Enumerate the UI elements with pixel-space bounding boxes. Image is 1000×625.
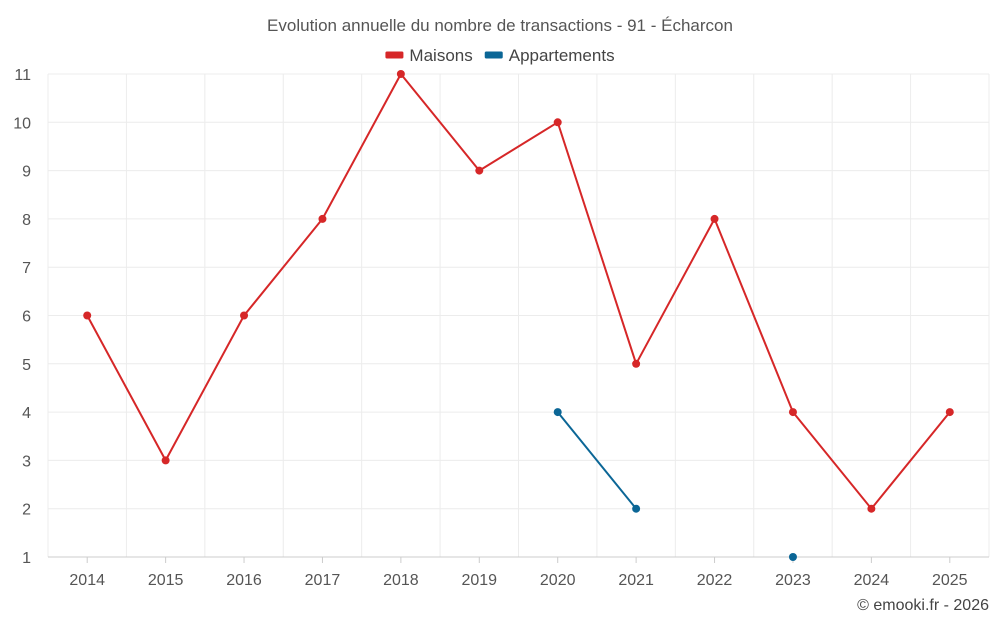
- data-point-maisons: [945, 408, 954, 417]
- copyright-text: © emooki.fr - 2026: [857, 597, 989, 614]
- y-tick-label: 7: [22, 260, 31, 277]
- y-tick-label: 1: [22, 550, 31, 567]
- series-line-appartements: [556, 411, 637, 510]
- x-tick-label: 2024: [854, 572, 890, 589]
- y-tick-label: 4: [22, 405, 31, 422]
- x-tick-label: 2019: [461, 572, 497, 589]
- legend-label-appartements: Appartements: [509, 46, 615, 65]
- y-tick-label: 6: [22, 309, 31, 326]
- data-point-appartements: [788, 553, 797, 561]
- x-tick-label: 2025: [932, 572, 968, 589]
- y-tick-label: 8: [22, 212, 31, 229]
- x-tick-label: 2023: [775, 572, 811, 589]
- legend: Maisons Appartements: [385, 46, 615, 65]
- x-tick-label: 2017: [305, 572, 341, 589]
- data-point-appartements: [632, 504, 641, 513]
- x-tick-label: 2022: [697, 572, 733, 589]
- y-tick-label: 5: [22, 357, 31, 374]
- data-point-maisons: [788, 408, 797, 417]
- axes: 1 2 3 4 5 6 7 8 9 10 11 2014 2015 2016 2017 2018 2019 202…: [13, 67, 989, 589]
- legend-swatch-appartements: [484, 51, 503, 59]
- series-group: [83, 70, 954, 561]
- data-point-maisons: [632, 359, 641, 368]
- y-tick-label: 2: [22, 502, 31, 519]
- data-point-maisons: [475, 166, 484, 175]
- data-point-maisons: [83, 311, 92, 320]
- data-point-maisons: [553, 118, 562, 127]
- y-tick-label: 11: [14, 67, 31, 84]
- legend-label-maisons: Maisons: [409, 46, 472, 65]
- x-tick-label: 2014: [69, 572, 105, 589]
- y-tick-label: 3: [22, 453, 31, 470]
- x-tick-label: 2021: [618, 572, 654, 589]
- legend-swatch-maisons: [385, 51, 404, 59]
- data-point-appartements: [553, 408, 562, 417]
- x-tick-label: 2016: [226, 572, 262, 589]
- y-tick-label: 9: [22, 164, 31, 181]
- series-line-maisons: [86, 73, 951, 510]
- data-point-maisons: [161, 456, 170, 465]
- x-tick-label: 2018: [383, 572, 419, 589]
- x-tick-label: 2015: [148, 572, 184, 589]
- data-point-maisons: [867, 504, 876, 513]
- x-tick-label: 2020: [540, 572, 576, 589]
- grid: [47, 73, 990, 557]
- data-point-maisons: [240, 311, 249, 320]
- y-tick-label: 10: [13, 115, 31, 132]
- data-point-maisons: [396, 70, 405, 78]
- chart-title: Evolution annuelle du nombre de transact…: [267, 16, 733, 35]
- data-point-maisons: [318, 214, 327, 223]
- data-point-maisons: [710, 214, 719, 223]
